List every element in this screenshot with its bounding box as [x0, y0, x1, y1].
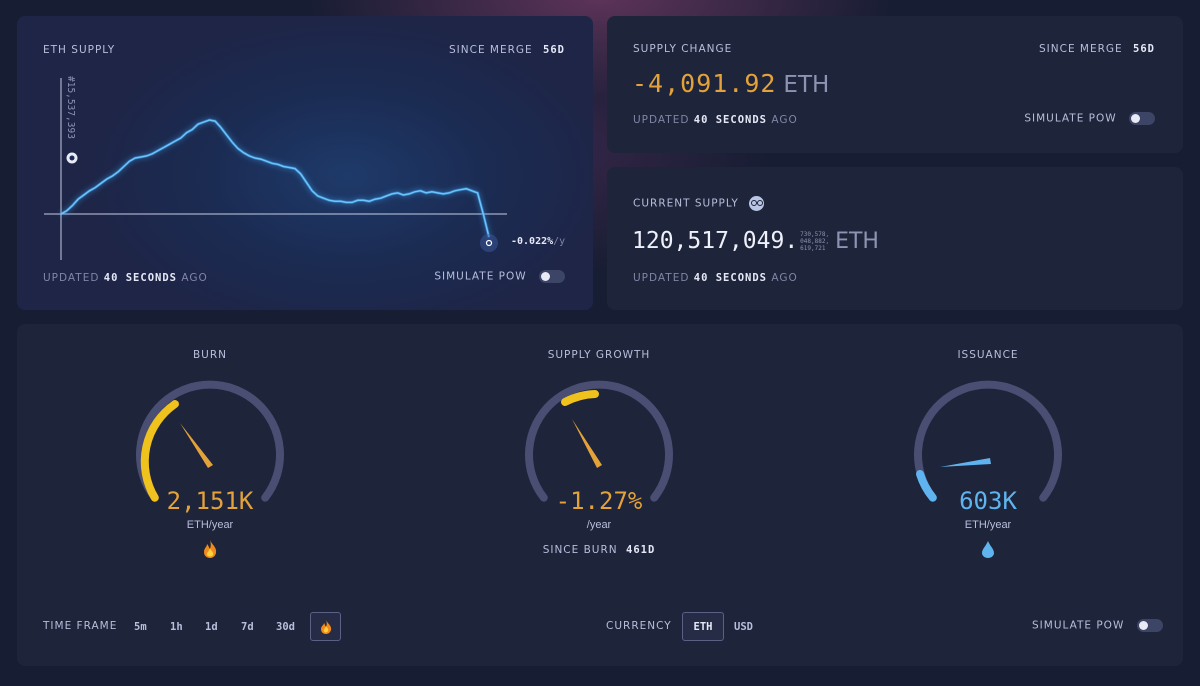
burn-gauge-track [136, 380, 284, 502]
supply-change-value: -4,091.92 [632, 69, 777, 98]
updated-suffix: AGO [771, 272, 798, 284]
burn-gauge: BURN 2,151K ETH/year [110, 324, 310, 574]
chart-end-point [485, 239, 493, 247]
supply-growth-gauge-dial [525, 380, 673, 502]
currency-label: CURRENCY [606, 620, 672, 632]
decimals-line-1: 730,578, [800, 230, 830, 238]
issuance-gauge-fill [916, 470, 937, 502]
chart-rate-unit: /y [553, 236, 566, 247]
ethereum-logo-inner-icon [69, 155, 75, 161]
supply-change-title: SUPPLY CHANGE [633, 43, 733, 55]
supply-growth-gauge-needle [572, 419, 602, 468]
issuance-gauge-needle [940, 458, 991, 467]
chart-rate-label: -0.022%/y [511, 236, 565, 247]
time-frame-5m[interactable]: 5m [134, 621, 147, 633]
since-burn-value: 461d [626, 544, 656, 556]
decimals-line-3: 619,721 [800, 244, 826, 252]
eth-supply-simulate: SIMULATE PoW [434, 270, 565, 283]
current-supply-unit: ETH [835, 228, 879, 254]
burn-gauge-fill [140, 400, 179, 502]
droplet-icon [982, 541, 994, 558]
time-frame-since-burn-button[interactable] [310, 612, 341, 641]
supply-change-since-merge: SINCE MERGE 56d [1039, 43, 1155, 55]
simulate-pow-label: SIMULATE PoW [434, 270, 527, 283]
burn-gauge-needle [180, 423, 213, 468]
since-merge-label: SINCE MERGE [1039, 43, 1123, 55]
simulate-pow-toggle[interactable] [539, 270, 565, 283]
burn-gauge-dial [136, 380, 284, 502]
gauges-card: BURN 2,151K ETH/year SUPPLY GROWTH -1.27… [17, 324, 1183, 666]
current-supply-label: CURRENT SUPPLY [633, 197, 739, 210]
time-frame-1d[interactable]: 1d [205, 621, 218, 633]
chart-y-axis-label: #15,537,393 [65, 76, 76, 139]
updated-value: 40 SECONDS [693, 114, 767, 126]
supply-growth-gauge: SUPPLY GROWTH -1.27% /year SINCE BURN 46… [499, 324, 699, 574]
supply-growth-gauge-fill [561, 390, 599, 406]
since-merge-label: SINCE MERGE [449, 44, 533, 56]
time-frame-7d[interactable]: 7d [241, 621, 254, 633]
currency-eth-button[interactable]: ETH [682, 612, 724, 641]
current-supply-updated: UPDATED 40 SECONDS AGO [633, 272, 798, 284]
updated-suffix: AGO [771, 114, 798, 126]
eth-supply-updated: UPDATED 40 SECONDS AGO [43, 272, 208, 284]
current-supply-card: CURRENT SUPPLY 120,517,049. 730,578, 048… [607, 167, 1183, 310]
time-frame-30d[interactable]: 30d [276, 621, 295, 633]
updated-prefix: UPDATED [633, 272, 690, 284]
supply-line-glow [60, 118, 491, 238]
simulate-pow-toggle[interactable] [1129, 112, 1155, 125]
current-supply-title: CURRENT SUPPLY [633, 196, 765, 211]
updated-suffix: AGO [181, 272, 208, 284]
bottom-simulate: SIMULATE PoW [1032, 619, 1163, 632]
updated-prefix: UPDATED [43, 272, 100, 284]
currency-usd-button[interactable]: USD [734, 621, 753, 633]
issuance-value: 603K [959, 487, 1017, 515]
supply-change-simulate: SIMULATE PoW [1024, 112, 1155, 125]
eth-supply-card: ETH SUPPLY SINCE MERGE 56d #15,537,393 -… [17, 16, 593, 310]
current-supply-amount: 120,517,049. 730,578, 048,882, 619,721 E… [632, 228, 879, 254]
fire-icon [204, 540, 217, 558]
updated-value: 40 SECONDS [693, 272, 767, 284]
burn-value: 2,151K [166, 487, 254, 515]
current-supply-decimals: 730,578, 048,882, 619,721 [800, 231, 829, 252]
supply-growth-gauge-track [525, 380, 673, 502]
nerd-emoji-icon [749, 196, 765, 211]
issuance-title: ISSUANCE [957, 349, 1019, 361]
eth-supply-title: ETH SUPPLY [43, 44, 116, 56]
supply-change-card: SUPPLY CHANGE SINCE MERGE 56d -4,091.92 … [607, 16, 1183, 153]
issuance-gauge: ISSUANCE 603K ETH/year [888, 324, 1088, 574]
current-supply-value: 120,517,049. [632, 228, 799, 254]
supply-change-updated: UPDATED 40 SECONDS AGO [633, 114, 798, 126]
chart-end-halo [480, 234, 498, 252]
issuance-gauge-track [914, 380, 1062, 502]
supply-change-unit: ETH [783, 72, 830, 98]
issuance-unit: ETH/year [964, 519, 1012, 531]
chart-rate-value: -0.022% [511, 236, 554, 247]
simulate-pow-label: SIMULATE PoW [1032, 619, 1125, 632]
since-burn-label: SINCE BURN [542, 544, 618, 556]
simulate-pow-toggle[interactable] [1136, 619, 1163, 632]
burn-title: BURN [192, 349, 228, 361]
updated-prefix: UPDATED [633, 114, 690, 126]
issuance-gauge-dial [914, 380, 1062, 502]
since-merge: SINCE MERGE 56d [449, 44, 565, 56]
supply-growth-value: -1.27% [555, 487, 643, 515]
updated-value: 40 SECONDS [103, 272, 177, 284]
since-burn: SINCE BURN 461d [499, 544, 699, 556]
decimals-line-2: 048,882, [800, 237, 830, 245]
supply-growth-title: SUPPLY GROWTH [547, 349, 651, 361]
time-frame-1h[interactable]: 1h [170, 621, 183, 633]
supply-change-amount: -4,091.92 ETH [632, 69, 829, 99]
since-merge-value: 56d [1133, 43, 1155, 55]
simulate-pow-label: SIMULATE PoW [1024, 112, 1117, 125]
supply-line [60, 119, 490, 238]
time-frame-label: TIME FRAME [43, 620, 118, 632]
since-merge-value: 56d [543, 44, 565, 56]
supply-growth-unit: /year [586, 519, 612, 531]
fire-icon [320, 619, 331, 634]
eth-supply-chart [44, 78, 507, 260]
burn-unit: ETH/year [186, 519, 234, 531]
